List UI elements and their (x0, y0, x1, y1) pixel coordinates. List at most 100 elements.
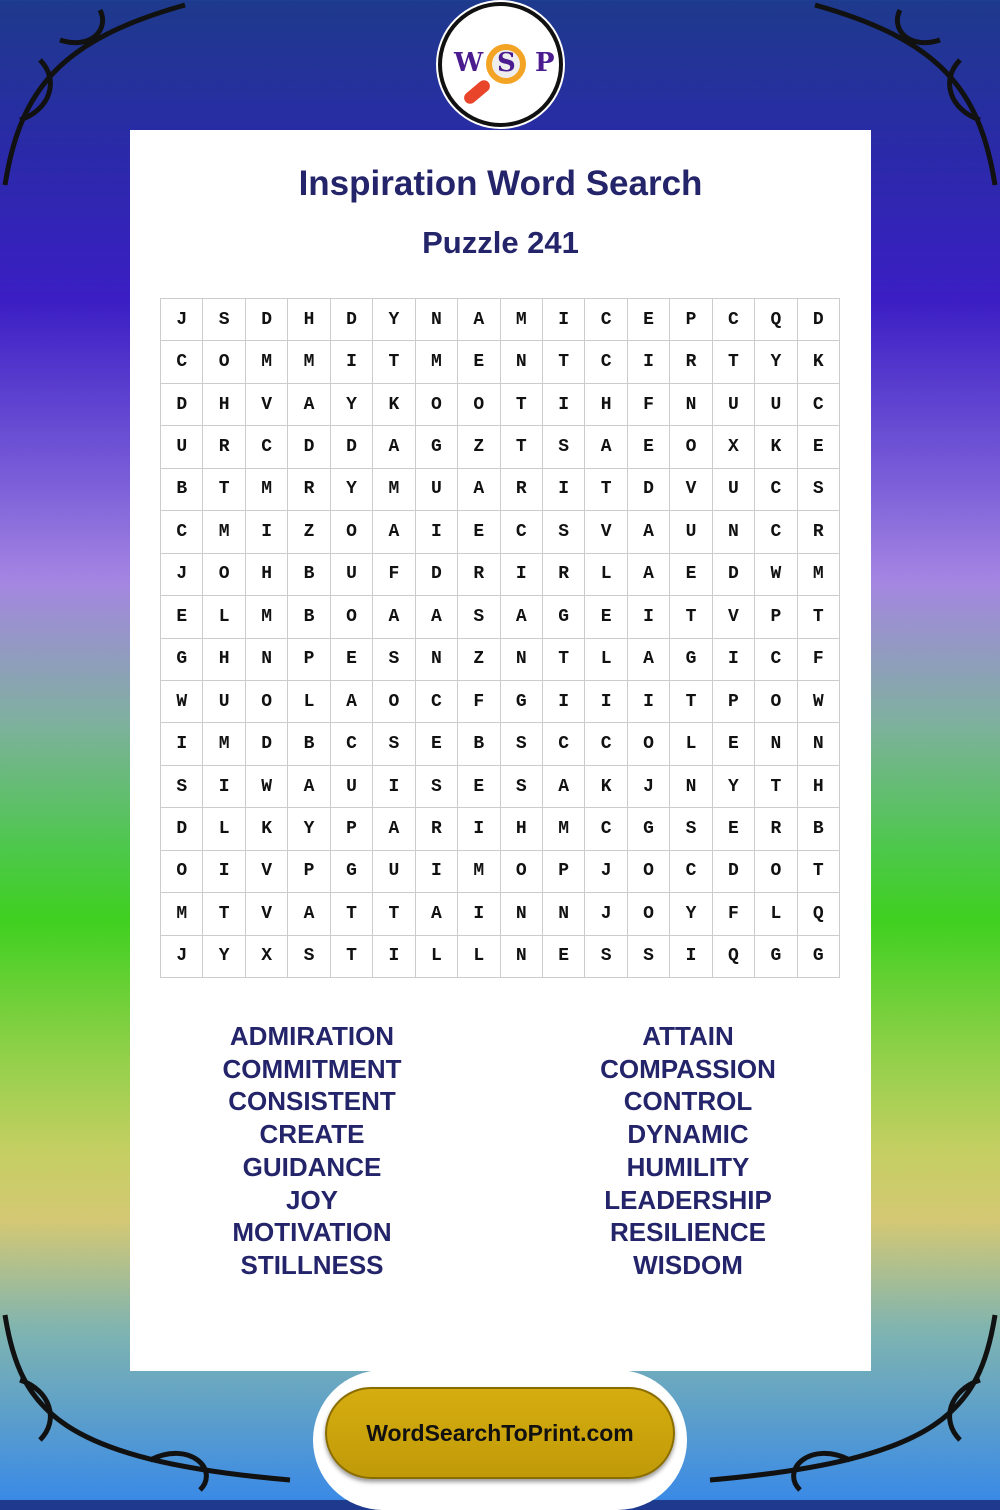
grid-cell: O (458, 383, 501, 427)
grid-cell: S (585, 935, 628, 978)
grid-cell: O (670, 426, 713, 469)
grid-cell: S (373, 638, 416, 681)
grid-cell: A (415, 596, 459, 639)
grid-cell: V (245, 893, 289, 936)
grid-cell: Y (670, 893, 713, 936)
grid-cell: M (203, 723, 246, 766)
grid-cell: I (627, 341, 671, 384)
grid-cell: O (500, 850, 543, 894)
grid-cell: L (458, 935, 501, 978)
word-item: COMPASSION (600, 1053, 776, 1084)
grid-cell: C (712, 299, 756, 342)
grid-cell: T (330, 935, 374, 978)
grid-cell: C (755, 511, 798, 554)
grid-cell: I (245, 511, 289, 554)
grid-cell: C (670, 850, 713, 894)
grid-cell: E (712, 723, 756, 766)
grid-cell: F (458, 680, 501, 724)
grid-cell: D (712, 553, 756, 597)
grid-cell: H (203, 638, 246, 681)
grid-cell: Q (797, 893, 840, 936)
grid-cell: V (712, 596, 756, 639)
grid-cell: B (797, 808, 840, 851)
grid-cell: A (585, 426, 628, 469)
grid-cell: D (415, 553, 459, 597)
grid-cell: V (585, 511, 628, 554)
grid-cell: N (245, 638, 289, 681)
grid-cell: T (373, 341, 416, 384)
grid-cell: A (500, 596, 543, 639)
grid-cell: E (458, 341, 501, 384)
grid-cell: I (542, 680, 586, 724)
website-link-button[interactable]: WordSearchToPrint.com (325, 1387, 675, 1479)
word-item: ATTAIN (642, 1021, 734, 1051)
grid-cell: N (712, 511, 756, 554)
word-item: DYNAMIC (627, 1119, 749, 1150)
word-list-left: ADMIRATION COMMITMENT CONSISTENT CREATE GUID… (162, 1020, 462, 1282)
grid-cell: I (542, 468, 586, 512)
word-item: MOTIVATION (232, 1217, 392, 1248)
grid-cell: X (712, 426, 756, 469)
grid-cell: Z (458, 638, 501, 681)
logo-letter: W (454, 48, 484, 78)
grid-cell: G (330, 850, 374, 894)
grid-cell: R (542, 553, 586, 597)
grid-cell: K (755, 426, 798, 469)
grid-cell: Z (458, 426, 501, 469)
grid-cell: S (542, 511, 586, 554)
grid-cell: K (245, 808, 289, 851)
grid-cell: J (585, 850, 628, 894)
grid-cell: P (712, 680, 756, 724)
magnifier-lens-icon (486, 44, 526, 84)
grid-cell: Y (288, 808, 331, 851)
grid-cell: I (415, 850, 459, 894)
grid-cell: T (500, 426, 543, 469)
grid-cell: Q (712, 935, 756, 978)
grid-cell: C (797, 383, 840, 427)
grid-cell: G (797, 935, 840, 978)
grid-cell: T (755, 765, 798, 809)
grid-cell: O (627, 850, 671, 894)
grid-cell: I (627, 680, 671, 724)
grid-cell: I (373, 935, 416, 978)
grid-cell: S (288, 935, 331, 978)
grid-cell: C (755, 638, 798, 681)
grid-cell: I (500, 553, 543, 597)
grid-cell: A (288, 893, 331, 936)
grid-cell: D (627, 468, 671, 512)
grid-cell: O (161, 850, 204, 894)
word-item: COMMITMENT (222, 1053, 402, 1084)
magnifier-handle-icon (461, 77, 493, 107)
grid-cell: G (627, 808, 671, 851)
grid-cell: Z (288, 511, 331, 554)
grid-cell: H (500, 808, 543, 851)
grid-cell: C (161, 341, 204, 384)
word-list-right: ATTAIN COMPASSION CONTROL DYNAMIC HUMILITY LE… (538, 1020, 838, 1282)
grid-cell: O (203, 553, 246, 597)
grid-cell: U (415, 468, 459, 512)
grid-cell: T (585, 468, 628, 512)
grid-cell: F (627, 383, 671, 427)
word-item: RESILIENCE (609, 1217, 767, 1248)
grid-cell: I (161, 723, 204, 766)
grid-cell: D (161, 808, 204, 851)
grid-cell: A (542, 765, 586, 809)
grid-cell: N (500, 341, 543, 384)
grid-cell: D (161, 383, 204, 427)
grid-cell: V (670, 468, 713, 512)
grid-cell: I (670, 935, 713, 978)
grid-cell: B (161, 468, 204, 512)
grid-cell: L (203, 596, 246, 639)
grid-cell: M (161, 893, 204, 936)
word-item: JOY (285, 1184, 339, 1215)
grid-cell: C (245, 426, 289, 469)
grid-cell: J (585, 893, 628, 936)
grid-cell: J (161, 553, 204, 597)
grid-cell: U (712, 383, 756, 427)
grid-cell: D (712, 850, 756, 894)
grid-cell: U (330, 765, 374, 809)
grid-cell: H (585, 383, 628, 427)
grid-cell: Y (755, 341, 798, 384)
grid-cell: L (585, 553, 628, 597)
grid-cell: O (245, 680, 289, 724)
